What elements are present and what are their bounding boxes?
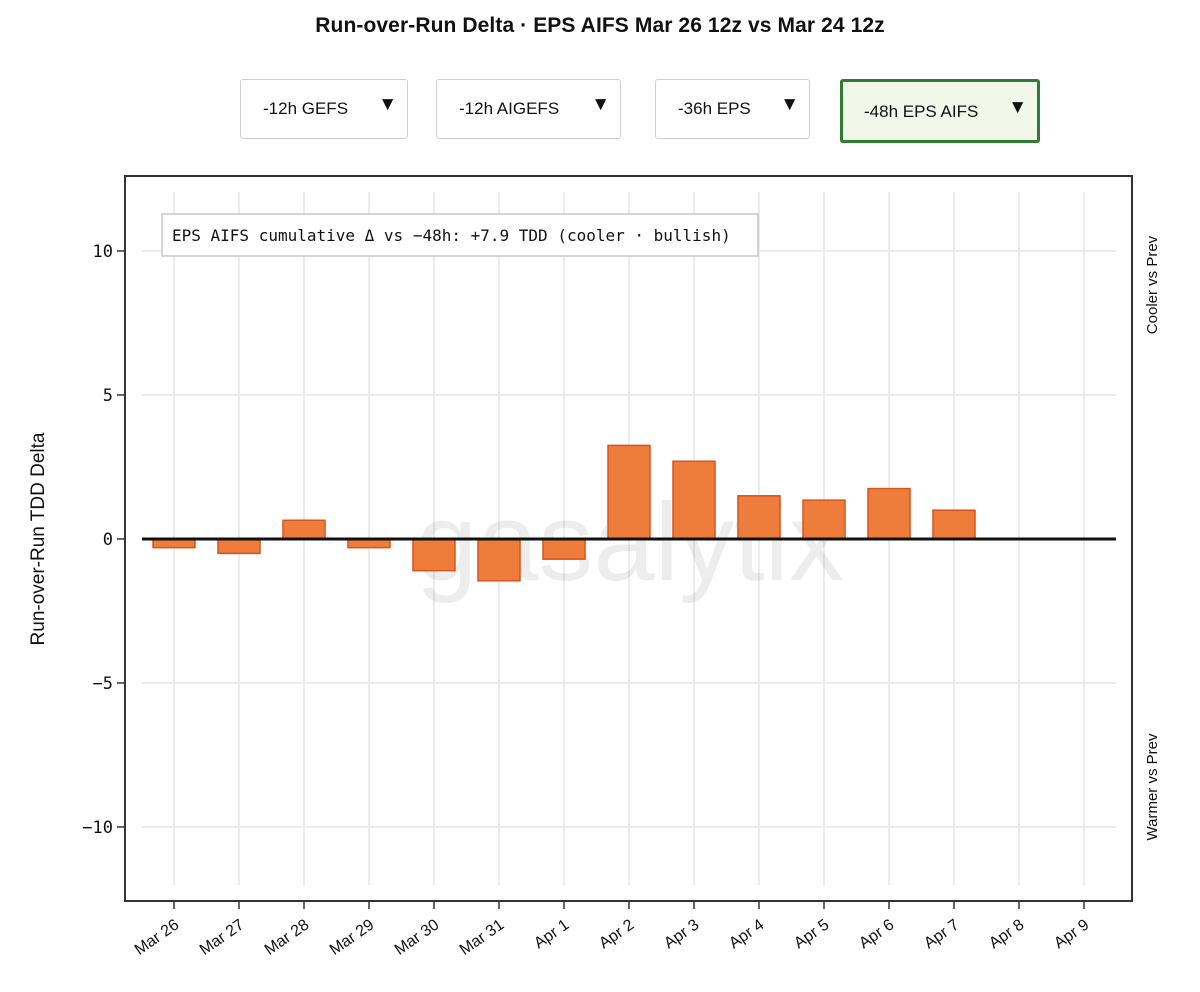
x-tick-label: Apr 6 xyxy=(856,916,897,952)
chevron-down-icon: ▼ xyxy=(591,94,610,115)
dropdown-label: -48h EPS AIFS xyxy=(864,102,979,121)
y-tick-label: 5 xyxy=(103,386,113,406)
dropdown-12h-gefs[interactable]: -12h GEFS ▼ xyxy=(240,79,408,139)
chevron-down-icon: ▼ xyxy=(1008,97,1027,118)
annotation-text: EPS AIFS cumulative Δ vs −48h: +7.9 TDD … xyxy=(172,226,731,245)
y-tick-label: 10 xyxy=(93,242,113,262)
dropdown-label: -12h AIGEFS xyxy=(459,99,560,118)
x-tick-label: Apr 9 xyxy=(1051,916,1092,952)
y-tick-layer: 10 5 0 −5 −10 xyxy=(82,242,125,838)
x-tick-label: Mar 29 xyxy=(327,916,378,959)
x-tick-label: Apr 5 xyxy=(791,916,832,952)
y-tick-label: 0 xyxy=(103,530,113,550)
x-tick-label: Mar 26 xyxy=(132,916,183,959)
x-tick-label: Mar 30 xyxy=(392,916,443,959)
x-tick-label: Apr 7 xyxy=(921,916,962,952)
x-tick-layer: Mar 26 Mar 27 Mar 28 Mar 29 Mar 30 Mar 31 Apr … xyxy=(132,901,1092,959)
y-tick-label: −5 xyxy=(93,674,113,694)
bar-mar-30[interactable] xyxy=(412,538,456,572)
bar-apr-2[interactable] xyxy=(607,444,651,540)
bar-apr-1[interactable] xyxy=(542,538,586,560)
chart-title: Run-over-Run Delta · EPS AIFS Mar 26 12z… xyxy=(315,14,885,37)
bar-mar-28[interactable] xyxy=(282,519,326,540)
x-tick-label: Apr 8 xyxy=(986,916,1027,952)
bar-apr-3[interactable] xyxy=(672,460,716,540)
chevron-down-icon: ▼ xyxy=(780,94,799,115)
bar-apr-5[interactable] xyxy=(802,499,846,540)
bar-mar-31[interactable] xyxy=(477,538,521,582)
bar-apr-6[interactable] xyxy=(867,487,911,540)
x-tick-label: Apr 1 xyxy=(531,916,572,952)
chevron-down-icon: ▼ xyxy=(378,94,397,115)
x-tick-label: Mar 31 xyxy=(457,916,508,959)
right-label-bottom: Warmer vs Prev xyxy=(1144,733,1161,840)
annotation-box: EPS AIFS cumulative Δ vs −48h: +7.9 TDD … xyxy=(161,213,759,257)
dropdown-36h-eps[interactable]: -36h EPS ▼ xyxy=(655,79,810,139)
dropdown-48h-eps-aifs[interactable]: -48h EPS AIFS ▼ xyxy=(840,79,1040,143)
y-axis-label: Run-over-Run TDD Delta xyxy=(28,432,49,645)
x-tick-label: Mar 27 xyxy=(197,916,248,959)
x-tick-label: Apr 4 xyxy=(726,916,767,952)
dropdown-label: -36h EPS xyxy=(678,99,751,118)
bar-layer xyxy=(152,444,976,582)
bar-apr-7[interactable] xyxy=(932,509,976,540)
right-label-top: Cooler vs Prev xyxy=(1144,235,1161,334)
y-tick-label: −10 xyxy=(82,818,113,838)
x-tick-label: Apr 3 xyxy=(661,916,702,952)
dropdown-label: -12h GEFS xyxy=(263,99,349,118)
x-tick-label: Apr 2 xyxy=(596,916,637,952)
dropdown-12h-aigefs[interactable]: -12h AIGEFS ▼ xyxy=(436,79,621,139)
x-tick-label: Mar 28 xyxy=(262,916,313,959)
bar-mar-27[interactable] xyxy=(217,538,261,555)
bar-apr-4[interactable] xyxy=(737,495,781,540)
